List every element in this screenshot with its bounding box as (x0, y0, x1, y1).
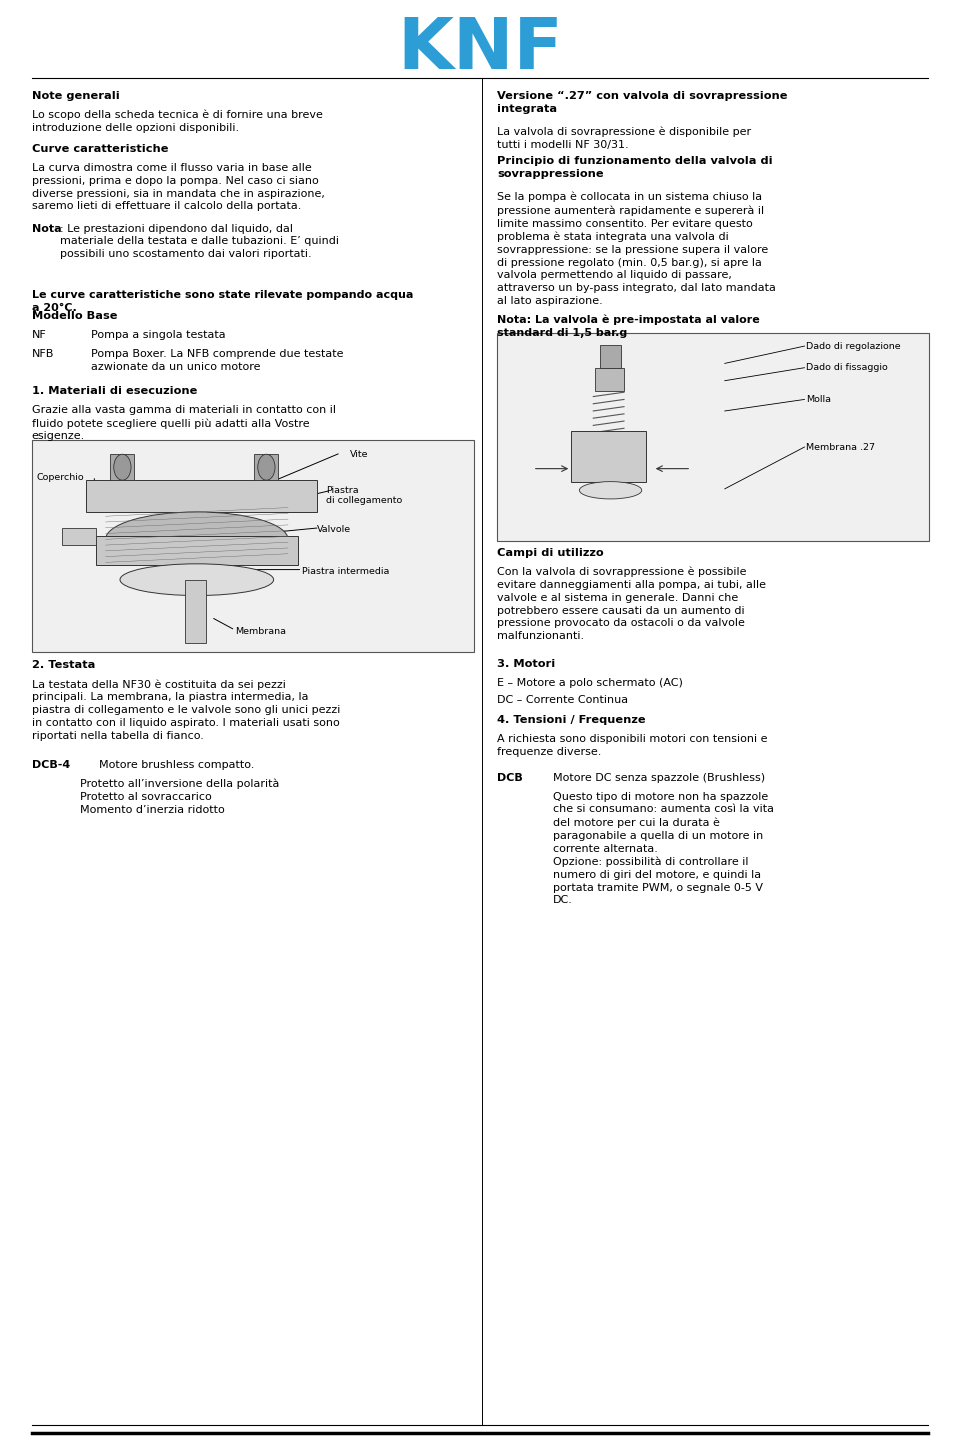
Text: Piastra
di collegamento: Piastra di collegamento (326, 486, 402, 505)
Text: KNF: KNF (397, 14, 563, 84)
Text: Coperchio: Coperchio (36, 473, 84, 482)
Bar (595, 368, 624, 391)
Text: Principio di funzionamento della valvola di
sovrappressione: Principio di funzionamento della valvola… (497, 156, 773, 179)
Text: Con la valvola di sovrappressione è possibile
evitare danneggiamenti alla pompa,: Con la valvola di sovrappressione è poss… (497, 567, 766, 642)
Text: 1. Materiali di esecuzione: 1. Materiali di esecuzione (32, 386, 197, 397)
Text: Dado di regolazione: Dado di regolazione (806, 342, 901, 350)
Text: A richiesta sono disponibili motori con tensioni e
frequenze diverse.: A richiesta sono disponibili motori con … (497, 734, 768, 757)
Bar (254, 454, 278, 480)
Bar (32, 440, 474, 652)
Text: Motore DC senza spazzole (Brushless): Motore DC senza spazzole (Brushless) (553, 773, 765, 783)
Bar (110, 454, 134, 480)
Text: : Le prestazioni dipendono dal liquido, dal
materiale della testata e dalle tuba: : Le prestazioni dipendono dal liquido, … (60, 224, 339, 260)
Text: Modello Base: Modello Base (32, 311, 117, 322)
Ellipse shape (120, 564, 274, 596)
Text: Lo scopo della scheda tecnica è di fornire una breve
introduzione delle opzioni : Lo scopo della scheda tecnica è di forni… (32, 110, 323, 133)
Text: DCB-4: DCB-4 (32, 760, 70, 770)
Text: Curve caratteristiche: Curve caratteristiche (32, 144, 168, 154)
Bar (96, 536, 298, 565)
Text: Membrana: Membrana (235, 627, 286, 636)
Bar (62, 528, 96, 545)
Circle shape (258, 454, 276, 480)
Bar (86, 480, 317, 512)
Text: Valvole: Valvole (317, 525, 351, 534)
Text: Note generali: Note generali (32, 91, 119, 101)
Bar (497, 333, 929, 541)
Ellipse shape (106, 512, 288, 567)
Text: Piastra intermedia: Piastra intermedia (302, 567, 390, 575)
Text: Nota: La valvola è pre-impostata al valore
standard di 1,5 bar.g: Nota: La valvola è pre-impostata al valo… (497, 314, 760, 337)
Text: Membrana .27: Membrana .27 (806, 443, 876, 451)
Text: La curva dimostra come il flusso varia in base alle
pressioni, prima e dopo la p: La curva dimostra come il flusso varia i… (32, 163, 324, 212)
Text: Pompa a singola testata: Pompa a singola testata (91, 330, 226, 340)
Text: E – Motore a polo schermato (AC): E – Motore a polo schermato (AC) (497, 678, 684, 688)
Circle shape (114, 454, 131, 480)
Text: Versione “.27” con valvola di sovrapressione
integrata: Versione “.27” con valvola di sovrapress… (497, 91, 788, 114)
Ellipse shape (580, 482, 642, 499)
Text: Se la pompa è collocata in un sistema chiuso la
pressione aumenterà rapidamente : Se la pompa è collocata in un sistema ch… (497, 192, 776, 306)
Text: DC – Corrente Continua: DC – Corrente Continua (497, 695, 629, 705)
Bar (571, 431, 646, 482)
Text: Vite: Vite (350, 450, 369, 459)
Text: NFB: NFB (32, 349, 54, 359)
Text: Molla: Molla (806, 395, 831, 404)
Text: Protetto all’inversione della polarità
Protetto al sovraccarico
Momento d’inerzi: Protetto all’inversione della polarità P… (80, 779, 279, 815)
Text: DCB: DCB (497, 773, 523, 783)
Text: 3. Motori: 3. Motori (497, 659, 556, 669)
Text: Questo tipo di motore non ha spazzole
che si consumano: aumenta così la vita
del: Questo tipo di motore non ha spazzole ch… (553, 792, 774, 906)
Text: NF: NF (32, 330, 46, 340)
Text: 4. Tensioni / Frequenze: 4. Tensioni / Frequenze (497, 715, 646, 725)
Text: Nota: Nota (32, 224, 61, 234)
Text: Dado di fissaggio: Dado di fissaggio (806, 363, 888, 372)
Text: Le curve caratteristiche sono state rilevate pompando acqua
a 20°C.: Le curve caratteristiche sono state rile… (32, 290, 413, 313)
Text: Motore brushless compatto.: Motore brushless compatto. (99, 760, 254, 770)
Bar (185, 580, 206, 643)
Text: La testata della NF30 è costituita da sei pezzi
principali. La membrana, la pias: La testata della NF30 è costituita da se… (32, 679, 340, 741)
Text: Campi di utilizzo: Campi di utilizzo (497, 548, 604, 558)
Text: La valvola di sovrapressione è disponibile per
tutti i modelli NF 30/31.: La valvola di sovrapressione è disponibi… (497, 127, 752, 150)
Bar (600, 345, 621, 368)
Text: Pompa Boxer. La NFB comprende due testate
azwionate da un unico motore: Pompa Boxer. La NFB comprende due testat… (91, 349, 344, 372)
Text: Grazie alla vasta gamma di materiali in contatto con il
fluido potete scegliere : Grazie alla vasta gamma di materiali in … (32, 405, 336, 441)
Text: 2. Testata: 2. Testata (32, 660, 95, 671)
